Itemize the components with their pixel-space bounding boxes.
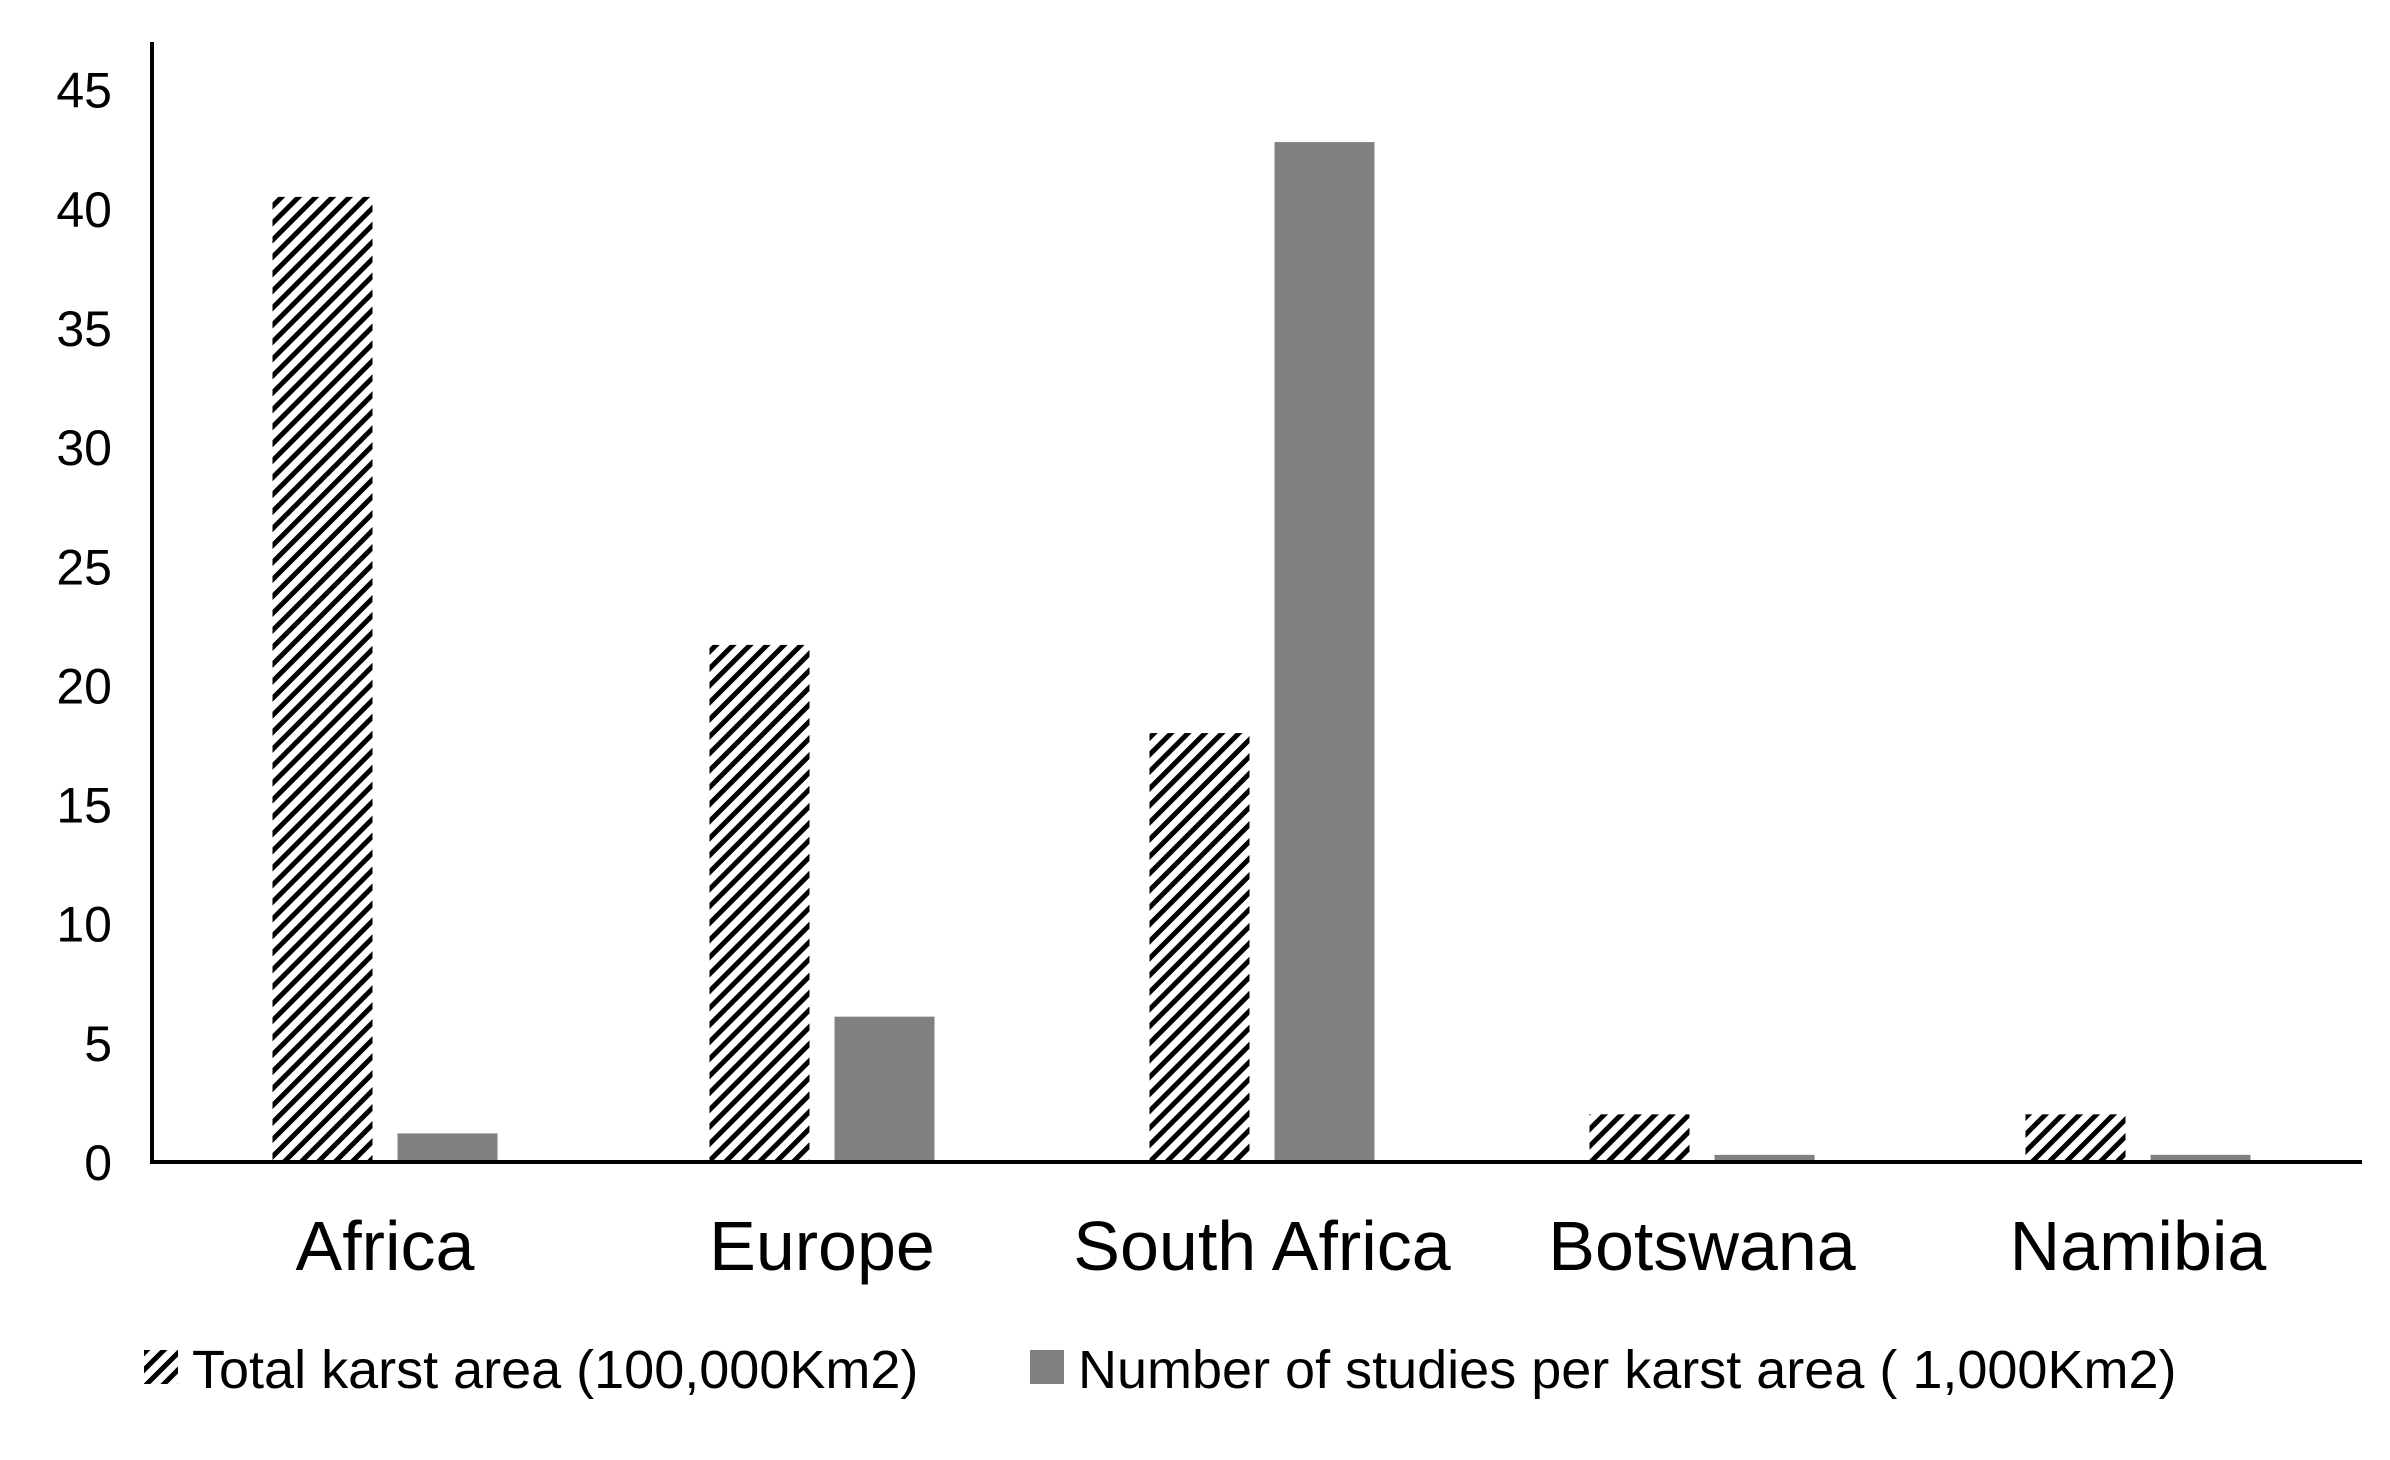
- legend-label-studies-per-karst-area: Number of studies per karst area ( 1,000…: [1078, 1340, 2176, 1400]
- legend-swatch-solid: [1030, 1350, 1064, 1384]
- y-tick-label: 5: [84, 1016, 112, 1072]
- y-tick-label: 35: [56, 301, 112, 357]
- y-tick-label: 20: [56, 658, 112, 714]
- bar-total-karst-area: [709, 644, 810, 1162]
- y-tick-label: 15: [56, 778, 112, 834]
- y-tick-label: 40: [56, 182, 112, 238]
- legend-swatch-hatched: [144, 1350, 178, 1384]
- y-tick-label: 0: [84, 1135, 112, 1191]
- x-tick-label: South Africa: [1073, 1207, 1451, 1285]
- bar-total-karst-area: [1149, 733, 1250, 1162]
- bar-studies-per-karst-area: [1274, 142, 1375, 1163]
- bar-total-karst-area: [1589, 1114, 1690, 1162]
- bar-studies-per-karst-area: [2150, 1154, 2251, 1162]
- x-tick-label: Europe: [709, 1207, 935, 1285]
- legend: Total karst area (100,000Km2) Number of s…: [144, 1340, 2176, 1400]
- legend-label-total-karst-area: Total karst area (100,000Km2): [192, 1340, 918, 1400]
- x-tick-label: Botswana: [1548, 1207, 1855, 1285]
- y-tick-label: 10: [56, 897, 112, 953]
- bar-total-karst-area: [2025, 1114, 2126, 1162]
- bar-studies-per-karst-area: [834, 1016, 935, 1162]
- bar-studies-per-karst-area: [1714, 1154, 1815, 1162]
- x-tick-label: Africa: [296, 1207, 475, 1285]
- bar-studies-per-karst-area: [397, 1133, 498, 1162]
- y-tick-label: 25: [56, 539, 112, 595]
- y-tick-label: 45: [56, 63, 112, 119]
- x-tick-label: Namibia: [2010, 1207, 2267, 1285]
- y-tick-label: 30: [56, 420, 112, 476]
- plot-area: 0 5 10 15 20 25 30 35 40 45 Africa Europe South Afri…: [56, 42, 2362, 1285]
- bar-total-karst-area: [272, 196, 373, 1162]
